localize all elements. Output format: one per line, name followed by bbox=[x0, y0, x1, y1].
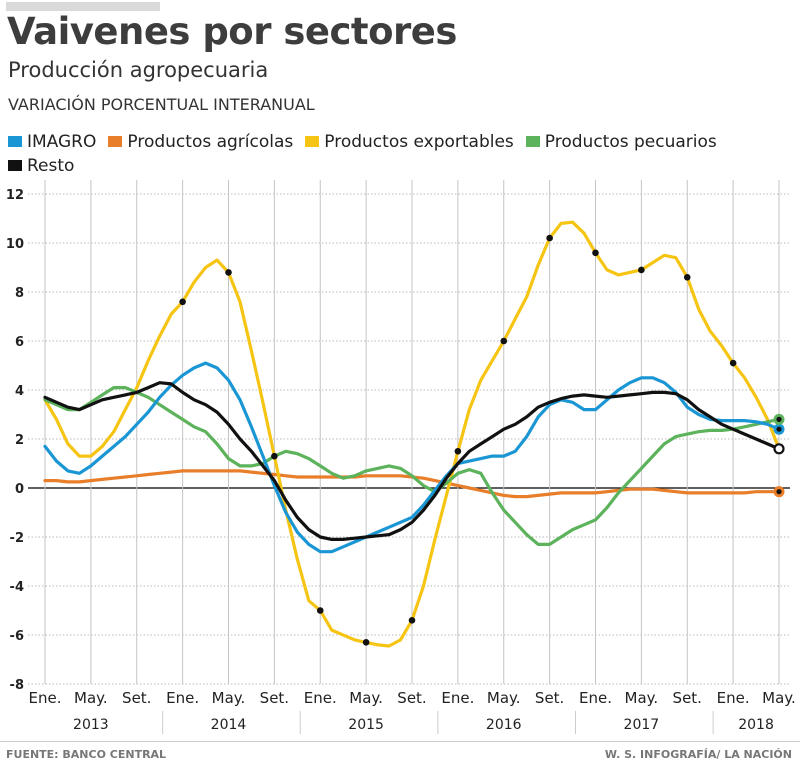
year-label: 2017 bbox=[624, 717, 660, 733]
series-line-resto bbox=[43, 381, 781, 541]
end-point-dot bbox=[776, 426, 782, 432]
y-tick-label: -2 bbox=[10, 531, 24, 546]
data-point-marker bbox=[408, 617, 416, 624]
x-tick-label: Ene. bbox=[579, 689, 612, 707]
legend-label: Productos pecuarios bbox=[544, 132, 717, 152]
x-tick-label: Ene. bbox=[304, 689, 337, 707]
x-tick-label: May. bbox=[762, 689, 796, 707]
legend-item: IMAGRO bbox=[8, 130, 96, 154]
year-label: 2015 bbox=[348, 717, 384, 733]
y-tick-label: 2 bbox=[15, 433, 24, 448]
y-tick-label: 8 bbox=[15, 286, 24, 301]
data-point-marker bbox=[179, 298, 186, 306]
legend-swatch bbox=[525, 136, 540, 147]
y-tick-label: 4 bbox=[15, 384, 24, 399]
x-tick-label: Ene. bbox=[441, 689, 474, 707]
y-tick-label: -6 bbox=[10, 629, 24, 644]
legend-swatch bbox=[8, 136, 22, 147]
end-point-resto bbox=[773, 443, 785, 455]
x-tick-label: Set. bbox=[535, 689, 564, 707]
chart-subtitle: Producción agropecuaria bbox=[8, 58, 269, 82]
data-point-marker bbox=[638, 266, 645, 274]
legend-label: IMAGRO bbox=[27, 132, 97, 152]
legend: IMAGRO Productos agrícolas Productos expor… bbox=[8, 130, 798, 178]
legend-item: Productos agrícolas bbox=[108, 130, 293, 154]
legend-label: Productos exportables bbox=[324, 132, 514, 152]
data-point-marker bbox=[546, 234, 553, 242]
x-tick-label: Ene. bbox=[29, 689, 62, 707]
data-point-marker bbox=[271, 452, 278, 460]
series-line-productos-pecuarios bbox=[43, 386, 781, 546]
legend-item: Productos exportables bbox=[305, 130, 514, 154]
y-tick-label: 6 bbox=[15, 335, 24, 350]
legend-item: Resto bbox=[8, 154, 74, 178]
x-tick-label: May. bbox=[212, 689, 246, 707]
year-label: 2018 bbox=[738, 717, 774, 733]
legend-swatch bbox=[305, 136, 320, 147]
end-point-dot bbox=[776, 416, 782, 422]
series-line-imagro bbox=[43, 361, 781, 554]
x-tick-label: May. bbox=[487, 689, 521, 707]
year-label: 2016 bbox=[486, 717, 522, 733]
legend-label: Productos agrícolas bbox=[127, 132, 294, 152]
data-point-marker bbox=[454, 447, 462, 455]
footer-divider bbox=[0, 741, 800, 742]
x-tick-label: Ene. bbox=[717, 689, 750, 707]
x-tick-label: May. bbox=[625, 689, 659, 707]
data-point-marker bbox=[225, 269, 232, 276]
y-tick-label: 12 bbox=[6, 188, 24, 203]
x-tick-label: Set. bbox=[673, 689, 702, 707]
x-tick-label: Set. bbox=[397, 689, 426, 707]
data-point-marker bbox=[729, 359, 737, 367]
x-tick-label: Set. bbox=[122, 689, 151, 707]
x-tick-label: May. bbox=[74, 689, 108, 707]
header-accent-bar bbox=[6, 2, 160, 11]
data-point-marker bbox=[316, 607, 324, 614]
unit-label: VARIACIÓN PORCENTUAL INTERANUAL bbox=[8, 95, 315, 114]
x-tick-label: Ene. bbox=[166, 689, 199, 707]
data-point-marker bbox=[592, 249, 599, 257]
data-point-marker bbox=[500, 337, 508, 345]
source-note: FUENTE: BANCO CENTRAL bbox=[6, 748, 167, 761]
x-tick-label: May. bbox=[349, 689, 383, 707]
legend-swatch bbox=[108, 136, 123, 147]
data-point-marker bbox=[362, 639, 370, 646]
year-label: 2013 bbox=[73, 717, 109, 733]
year-label: 2014 bbox=[211, 717, 247, 733]
data-point-marker bbox=[683, 274, 691, 281]
line-chart: 12 10 8 6 4 2 0 -2 -4 -6 -8 Ene. May. Set. Ene. May. Set… bbox=[6, 180, 796, 734]
legend-label: Resto bbox=[27, 156, 75, 176]
y-tick-label: -8 bbox=[10, 678, 24, 693]
y-tick-label: 10 bbox=[6, 237, 24, 252]
y-tick-label: -4 bbox=[10, 580, 24, 595]
legend-swatch bbox=[8, 160, 22, 171]
end-point-dot bbox=[776, 489, 782, 495]
legend-item: Productos pecuarios bbox=[525, 130, 717, 154]
chart-title: Vaivenes por sectores bbox=[7, 10, 457, 53]
x-tick-label: Set. bbox=[260, 689, 289, 707]
y-tick-label: 0 bbox=[15, 482, 24, 497]
credit-note: W. S. INFOGRAFÍA/ LA NACIÓN bbox=[604, 748, 792, 761]
